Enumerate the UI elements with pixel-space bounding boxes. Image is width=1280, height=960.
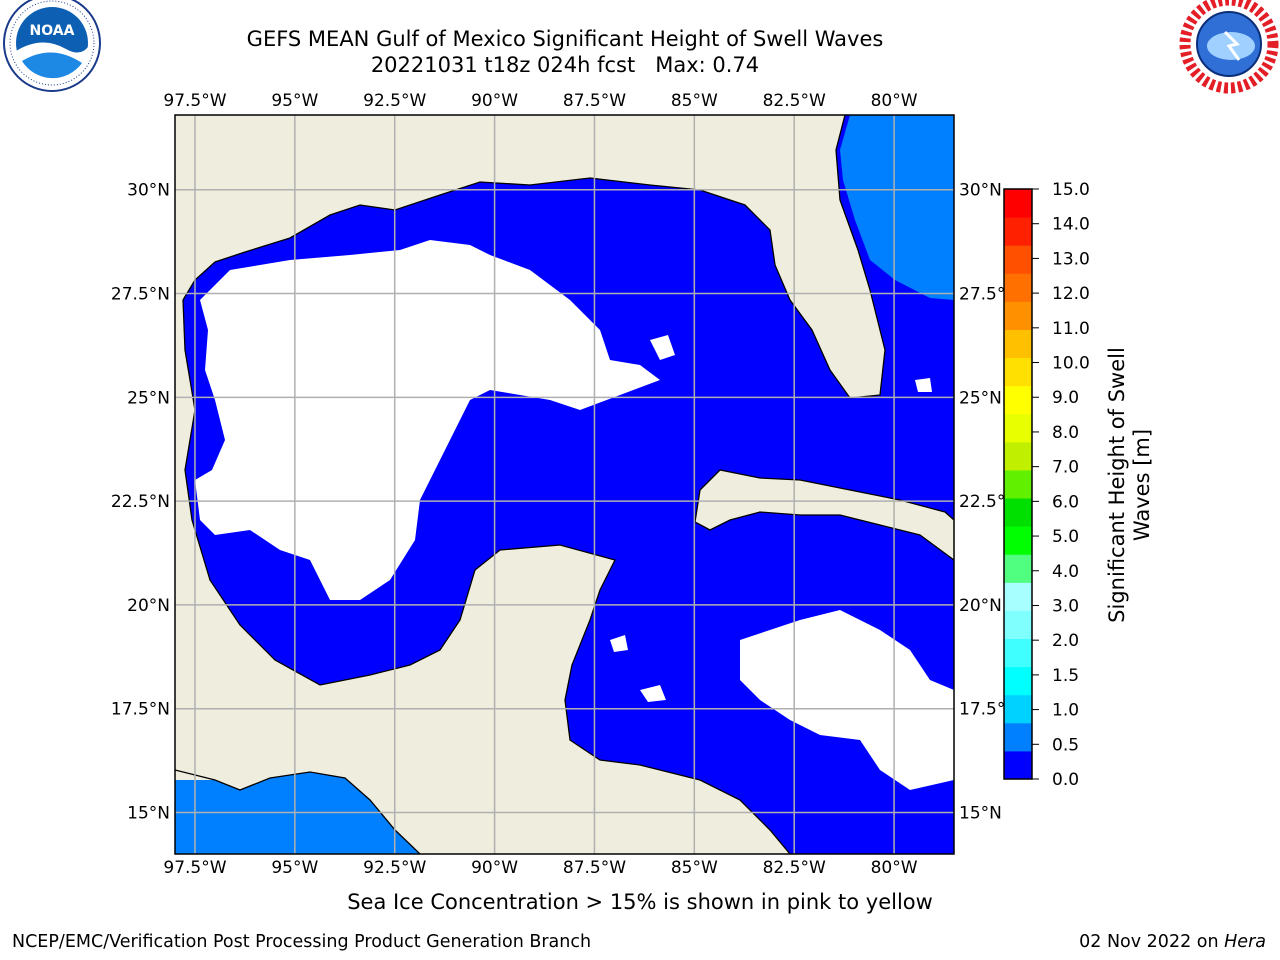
- colorbar-tick-label: 13.0: [1052, 249, 1090, 269]
- colorbar-swatch: [1004, 329, 1032, 359]
- colorbar-tick-label: 3.0: [1052, 596, 1079, 616]
- latitude-tick-label: 20°N: [127, 596, 170, 616]
- colorbar-swatch: [1004, 666, 1032, 696]
- longitude-tick-label: 92.5°W: [363, 91, 426, 111]
- colorbar-tick-label: 15.0: [1052, 180, 1090, 200]
- longitude-tick-label: 92.5°W: [363, 858, 426, 878]
- latitude-tick-label: 25°N: [959, 388, 1002, 408]
- colorbar-frame: [1003, 188, 1033, 780]
- longitude-tick-label: 90°W: [471, 91, 518, 111]
- colorbar-tick-label: 6.0: [1052, 492, 1079, 512]
- footer-host: Hera: [1224, 932, 1266, 952]
- longitude-tick-label: 80°W: [871, 91, 918, 111]
- latitude-tick-label: 27.5°N: [111, 285, 170, 305]
- colorbar: 0.0 0.5 1.0 1.5 2.0 3.0 4.0 5.0 6.0 7.0 8.0 9.0 10.0…: [1003, 180, 1090, 790]
- coastline: [175, 769, 421, 854]
- latitude-tick-label: 20°N: [959, 596, 1002, 616]
- noaa-logo-text: NOAA: [30, 23, 75, 39]
- colorbar-tick-label: 7.0: [1052, 458, 1079, 478]
- longitude-tick-label: 82.5°W: [763, 91, 826, 111]
- longitude-tick-label: 85°W: [671, 858, 718, 878]
- colorbar-swatch: [1004, 750, 1032, 780]
- colorbar-swatch: [1004, 638, 1032, 668]
- longitude-tick-label: 87.5°W: [563, 858, 626, 878]
- latitude-tick-label: 30°N: [959, 181, 1002, 201]
- colorbar-tick-label: 10.0: [1052, 354, 1090, 374]
- colorbar-tick-label: 5.0: [1052, 527, 1079, 547]
- longitude-tick-label: 85°W: [671, 91, 718, 111]
- latitude-ticks-left: 30°N 27.5°N 25°N 22.5°N 20°N 17.5°N 15°N: [111, 181, 170, 824]
- coastline: [694, 469, 954, 561]
- colorbar-swatch: [1004, 469, 1032, 499]
- colorbar-tick-label: 4.0: [1052, 562, 1079, 582]
- latitude-tick-label: 30°N: [127, 181, 170, 201]
- longitude-tick-label: 82.5°W: [763, 858, 826, 878]
- longitude-tick-label: 87.5°W: [563, 91, 626, 111]
- longitude-tick-label: 97.5°W: [163, 858, 226, 878]
- chart-subtitle: 20221031 t18z 024h fcst Max: 0.74: [370, 53, 760, 77]
- longitude-ticks-bottom: 97.5°W 95°W 92.5°W 90°W 87.5°W 85°W 82.5°W 80°W: [163, 858, 917, 878]
- colorbar-swatch: [1004, 526, 1032, 555]
- latitude-tick-label: 25°N: [127, 388, 170, 408]
- coastline: [182, 115, 886, 399]
- colorbar-swatch: [1004, 694, 1032, 724]
- longitude-ticks-top: 97.5°W 95°W 92.5°W 90°W 87.5°W 85°W 82.5°W 80°W: [163, 91, 917, 111]
- colorbar-tick-label: 2.0: [1052, 631, 1079, 651]
- chart-title: GEFS MEAN Gulf of Mexico Significant Hei…: [246, 27, 884, 51]
- colorbar-swatch: [1004, 413, 1032, 443]
- coastline: [182, 299, 791, 854]
- colorbar-swatch: [1004, 385, 1032, 415]
- sea-ice-note: Sea Ice Concentration > 15% is shown in …: [347, 890, 933, 914]
- colorbar-tick-label: 9.0: [1052, 388, 1079, 408]
- colorbar-swatch: [1004, 273, 1032, 302]
- map-frame: [174, 114, 955, 855]
- longitude-tick-label: 95°W: [271, 91, 318, 111]
- longitude-tick-label: 97.5°W: [163, 91, 226, 111]
- colorbar-swatch: [1004, 189, 1032, 218]
- longitude-tick-label: 80°W: [871, 858, 918, 878]
- colorbar-swatch: [1004, 582, 1032, 611]
- footer-date-text: 02 Nov 2022 on: [1079, 932, 1225, 952]
- colorbar-tick-label: 0.5: [1052, 735, 1079, 755]
- colorbar-swatch: [1004, 554, 1032, 583]
- map-gridlines: [175, 115, 954, 854]
- colorbar-swatch: [1004, 301, 1032, 330]
- colorbar-swatch: [1004, 498, 1032, 527]
- colorbar-tick-label: 8.0: [1052, 423, 1079, 443]
- footer-date: 02 Nov 2022 on Hera: [1079, 932, 1266, 952]
- colorbar-swatch: [1004, 217, 1032, 246]
- colorbar-swatch: [1004, 441, 1032, 471]
- latitude-tick-label: 17.5°N: [111, 700, 170, 720]
- colorbar-tick-label: 1.0: [1052, 701, 1079, 721]
- longitude-tick-label: 95°W: [271, 858, 318, 878]
- colorbar-tick-label: 11.0: [1052, 319, 1090, 339]
- colorbar-swatch: [1004, 610, 1032, 640]
- footer-branch: NCEP/EMC/Verification Post Processing Pr…: [12, 932, 592, 952]
- latitude-tick-label: 15°N: [959, 803, 1002, 823]
- atlantic-higher-swell: [840, 115, 954, 300]
- colorbar-tick-label: 14.0: [1052, 215, 1090, 235]
- latitude-tick-label: 22.5°N: [111, 492, 170, 512]
- colorbar-tick-label: 1.5: [1052, 666, 1079, 686]
- colorbar-swatch: [1004, 245, 1032, 274]
- colorbar-tick-label: 12.0: [1052, 284, 1090, 304]
- national-weather-service-logo-icon: [1179, 0, 1279, 94]
- colorbar-swatch: [1004, 722, 1032, 752]
- longitude-tick-label: 90°W: [471, 858, 518, 878]
- noaa-logo-icon: NOAA: [3, 0, 101, 92]
- colorbar-tick-label: 0.0: [1052, 770, 1079, 790]
- colorbar-label: Significant Height of Swell Waves [m]: [1105, 347, 1154, 623]
- colorbar-swatch: [1004, 357, 1032, 387]
- latitude-tick-label: 15°N: [127, 803, 170, 823]
